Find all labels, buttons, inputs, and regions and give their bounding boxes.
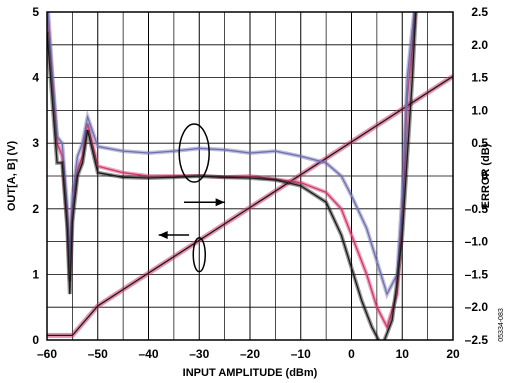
- tick-labels: –60 –50 –40 –30 –20 –10 0 10 20 0 1 2 3 4 5 –2.5 –2.0 –1.…: [32, 5, 488, 361]
- figure-id: 05334-083: [498, 308, 505, 342]
- y-right-tick-label: 2.0: [471, 38, 488, 52]
- y-left-tick-label: 5: [32, 5, 39, 19]
- series-line: [47, 12, 415, 296]
- y-axis-left-title: OUT[A, B] (V): [6, 141, 18, 212]
- x-tick-label: 10: [396, 347, 410, 361]
- x-tick-label: 0: [348, 347, 355, 361]
- y-left-tick-label: 4: [32, 71, 39, 85]
- y-left-tick-label: 2: [32, 202, 39, 216]
- y-right-tick-label: 0.5: [471, 136, 488, 150]
- series-band: [47, 12, 418, 333]
- series-layer: [47, 12, 453, 340]
- plot-frame: [46, 11, 454, 341]
- y-right-tick-label: 2.5: [471, 5, 488, 19]
- x-tick-label: 20: [446, 347, 460, 361]
- y-right-tick-label: –1.5: [465, 267, 489, 281]
- annotation-ellipse: [192, 236, 206, 273]
- y-right-tick-label: –1.0: [465, 235, 489, 249]
- annotations: [158, 123, 225, 273]
- x-tick-label: –50: [88, 347, 108, 361]
- annotation-arrowhead: [158, 231, 168, 240]
- y-right-tick-label: 0: [481, 169, 488, 183]
- x-tick-label: –60: [37, 347, 57, 361]
- y-right-tick-label: –2.0: [465, 300, 489, 314]
- y-left-tick-label: 3: [32, 136, 39, 150]
- annotation-arrowhead: [215, 198, 225, 207]
- y-left-tick-label: 1: [32, 267, 39, 281]
- y-right-tick-label: 1.5: [471, 71, 488, 85]
- y-right-tick-label: –2.5: [465, 333, 489, 347]
- y-left-tick-label: 0: [32, 333, 39, 347]
- y-axis-right-title: ERROR (dB): [480, 143, 492, 208]
- annotation-ellipse: [178, 123, 210, 183]
- x-tick-label: –20: [240, 347, 260, 361]
- series-line: [47, 12, 417, 340]
- x-axis-title: INPUT AMPLITUDE (dBm): [183, 367, 318, 379]
- series-line: [47, 75, 453, 337]
- x-tick-label: –30: [189, 347, 209, 361]
- y-right-tick-label: –0.5: [465, 202, 489, 216]
- x-tick-label: –10: [291, 347, 311, 361]
- series-line: [47, 12, 417, 329]
- y-right-tick-label: 1.0: [471, 103, 488, 117]
- x-tick-label: –40: [138, 347, 158, 361]
